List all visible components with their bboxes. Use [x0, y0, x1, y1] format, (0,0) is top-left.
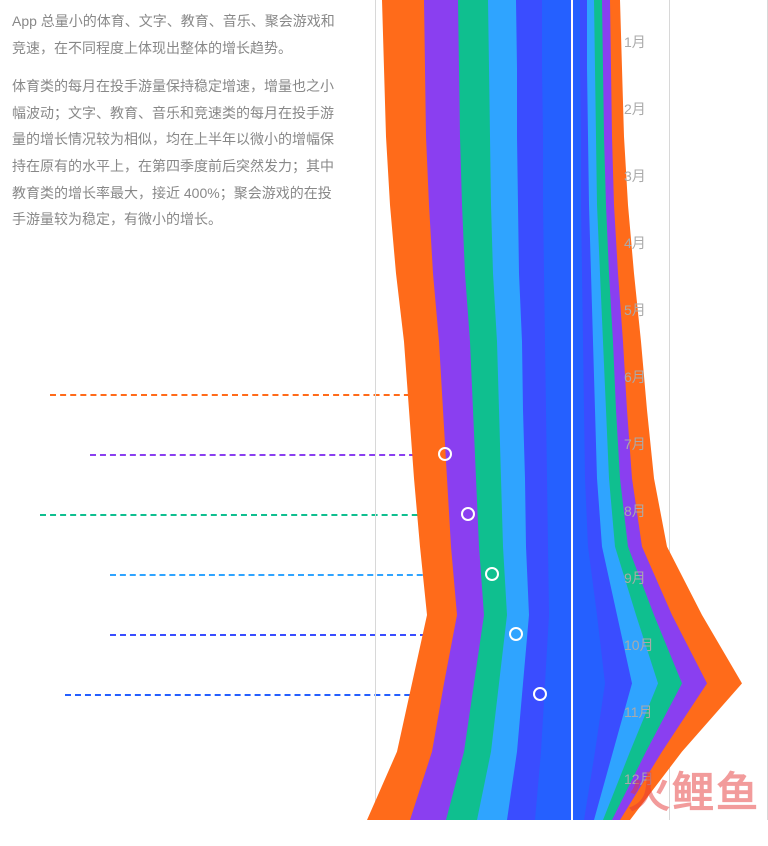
month-label: 10月	[624, 635, 654, 655]
month-label: 1月	[624, 32, 646, 52]
stream-svg	[0, 0, 768, 820]
month-label: 4月	[624, 233, 646, 253]
callout-circle-icon	[509, 627, 523, 641]
month-label: 6月	[624, 367, 646, 387]
month-label: 11月	[624, 702, 653, 722]
callout-circle-icon	[533, 687, 547, 701]
month-label: 3月	[624, 166, 646, 186]
watermark: 火鲤鱼	[628, 759, 760, 820]
callout-circle-icon	[461, 507, 475, 521]
stream-chart	[0, 0, 768, 820]
center-axis-line	[571, 0, 573, 820]
month-label: 7月	[624, 434, 646, 454]
callout-circle-icon	[485, 567, 499, 581]
month-label: 9月	[624, 568, 646, 588]
month-label: 5月	[624, 300, 646, 320]
month-label: 2月	[624, 99, 646, 119]
month-label: 8月	[624, 501, 646, 521]
callout-circle-icon	[438, 447, 452, 461]
